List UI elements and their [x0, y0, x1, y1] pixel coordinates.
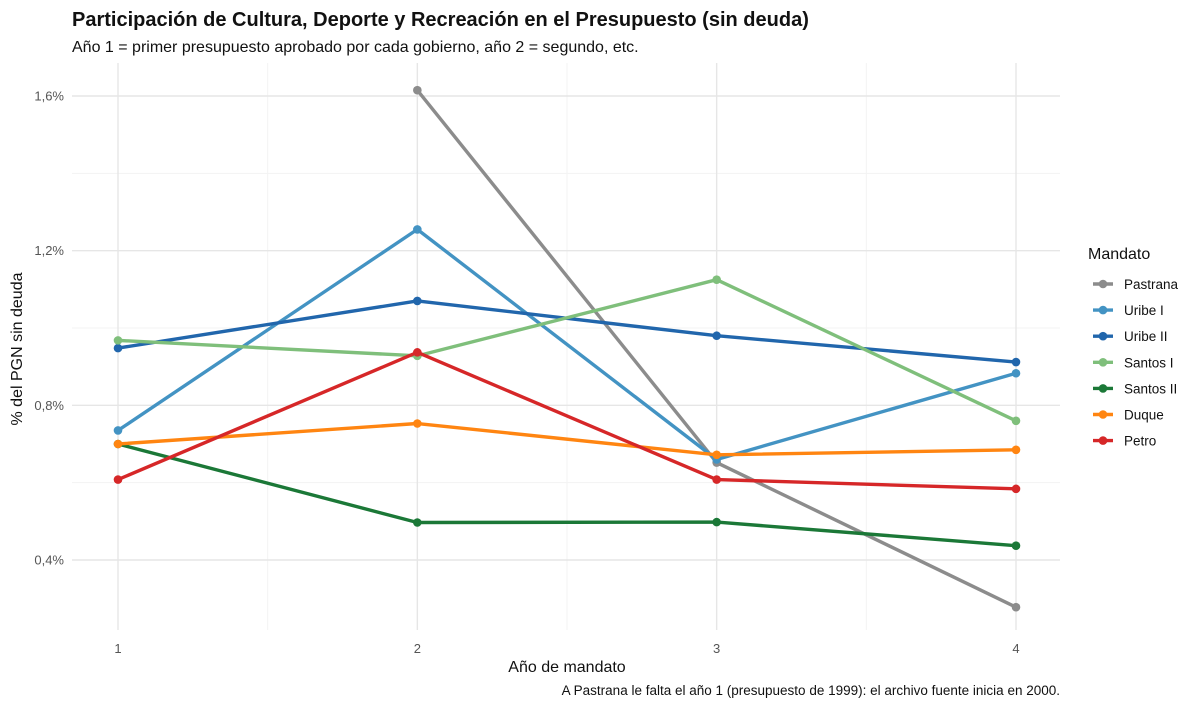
series-line-petro	[116, 350, 1018, 491]
legend-key-point	[1098, 279, 1108, 289]
data-point-uribe-i	[113, 426, 123, 435]
legend-key-point	[1098, 410, 1108, 419]
legend: Mandato Pastrana Uribe I Uribe II Santos I S…	[1088, 246, 1179, 449]
x-tick-label: 1	[114, 641, 121, 656]
data-point-santos-i	[113, 336, 123, 345]
legend-key-point	[1098, 358, 1108, 367]
legend-label-santos-i: Santos I	[1124, 355, 1174, 370]
series-petro	[113, 348, 1021, 494]
data-point-santos-i	[1011, 416, 1021, 426]
series-duque	[113, 419, 1021, 460]
legend-key-point	[1098, 331, 1108, 341]
chart-title: Participación de Cultura, Deporte y Recr…	[72, 9, 809, 31]
series-line-santos-ii	[116, 442, 1018, 548]
series-layer	[113, 85, 1021, 612]
legend-label-uribe-i: Uribe I	[1124, 303, 1164, 318]
data-point-duque	[413, 419, 422, 428]
data-point-santos-ii	[1011, 541, 1021, 550]
legend-key-point	[1098, 305, 1108, 315]
series-line-uribe-i	[116, 227, 1018, 462]
legend-key-point	[1098, 436, 1108, 445]
x-tick-label: 2	[414, 641, 421, 656]
data-point-petro	[113, 475, 123, 484]
data-point-uribe-ii	[712, 331, 721, 341]
legend-label-petro: Petro	[1124, 434, 1156, 449]
data-point-petro	[413, 348, 422, 357]
legend-item-pastrana: Pastrana	[1093, 277, 1179, 292]
legend-label-pastrana: Pastrana	[1124, 277, 1179, 292]
data-point-duque	[712, 450, 721, 460]
legend-label-duque: Duque	[1124, 408, 1164, 423]
y-tick-label: 0,4%	[34, 553, 64, 568]
data-point-duque	[1011, 445, 1021, 455]
legend-item-santos-ii: Santos II	[1093, 381, 1177, 396]
y-axis-title: % del PGN sin deuda	[9, 272, 26, 425]
y-tick-label: 0,8%	[34, 398, 64, 413]
legend-item-uribe-ii: Uribe II	[1093, 329, 1168, 344]
grid	[72, 63, 1060, 630]
legend-key-point	[1098, 384, 1108, 393]
series-uribe-i	[113, 225, 1021, 464]
data-point-santos-ii	[413, 518, 422, 527]
data-point-uribe-ii	[413, 296, 422, 306]
data-point-uribe-ii	[113, 343, 123, 353]
x-tick-label: 3	[713, 641, 720, 656]
legend-item-santos-i: Santos I	[1093, 355, 1174, 370]
legend-label-santos-ii: Santos II	[1124, 381, 1177, 396]
data-point-pastrana	[413, 85, 422, 95]
x-tick-label: 4	[1012, 641, 1019, 656]
data-point-pastrana	[1011, 602, 1021, 612]
data-point-petro	[712, 475, 721, 484]
legend-item-uribe-i: Uribe I	[1093, 303, 1164, 318]
data-point-uribe-ii	[1011, 357, 1021, 367]
axis-ticks: 0,4% 0,8% 1,2% 1,6% 1 2 3 4	[34, 89, 1019, 657]
data-point-santos-ii	[712, 517, 721, 527]
legend-item-duque: Duque	[1093, 408, 1164, 423]
data-point-petro	[1011, 484, 1021, 494]
data-point-santos-i	[712, 275, 721, 284]
series-line-duque	[116, 421, 1018, 457]
data-point-duque	[113, 439, 123, 449]
y-tick-label: 1,6%	[34, 89, 64, 104]
legend-label-uribe-ii: Uribe II	[1124, 329, 1168, 344]
series-line-santos-i	[116, 277, 1018, 423]
chart-subtitle: Año 1 = primer presupuesto aprobado por …	[72, 39, 639, 56]
data-point-uribe-i	[1011, 368, 1021, 378]
data-point-uribe-i	[413, 225, 422, 234]
y-tick-label: 1,2%	[34, 243, 64, 258]
legend-item-petro: Petro	[1093, 434, 1156, 449]
chart-caption: A Pastrana le falta el año 1 (presupuest…	[562, 683, 1060, 698]
legend-title: Mandato	[1088, 246, 1150, 263]
x-axis-title: Año de mandato	[508, 659, 626, 676]
